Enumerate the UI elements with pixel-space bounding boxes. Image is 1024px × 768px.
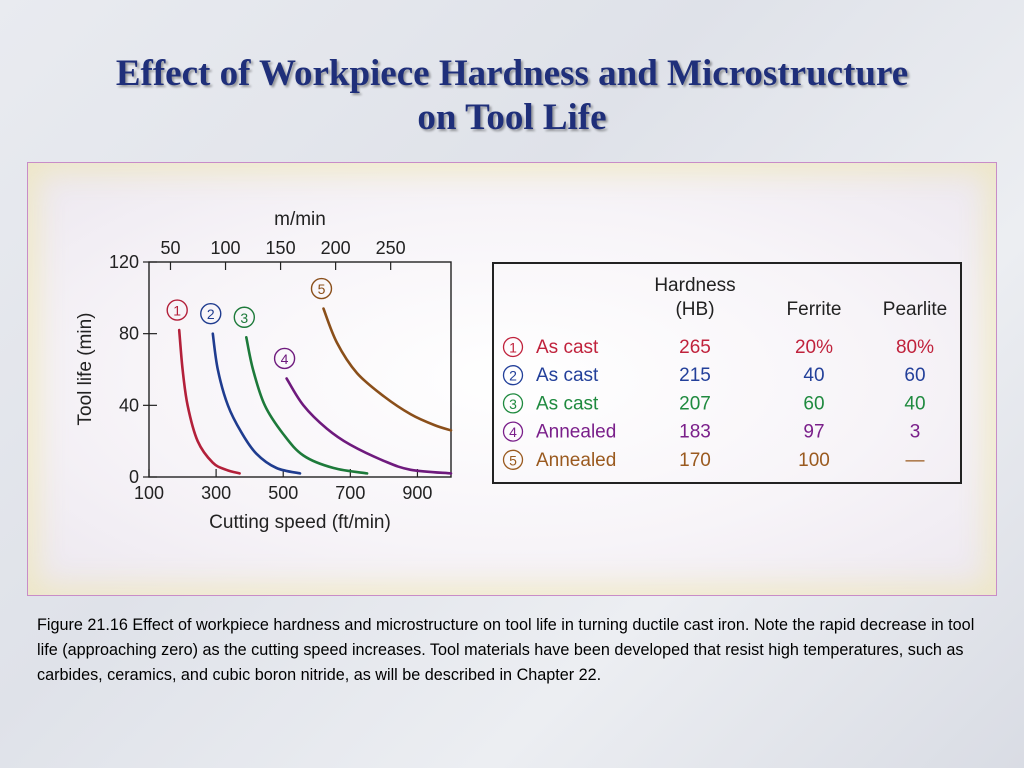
series-marker-circle-2: [200, 302, 222, 325]
series-marker-circle-4: [273, 347, 296, 370]
row-number: 2: [509, 368, 517, 384]
row-number-circle: [502, 421, 524, 442]
row-number-circle: [502, 449, 524, 470]
x-tick-label: 100: [134, 483, 164, 503]
series-marker-circle-5: [310, 277, 333, 300]
figure-caption: Figure 21.16 Effect of workpiece hardnes…: [37, 616, 975, 684]
series-curve-5: [322, 307, 453, 432]
plot-frame: [148, 261, 452, 478]
row-pearlite: 80%: [896, 337, 934, 358]
row-condition: As cast: [536, 337, 599, 358]
slide-title: Effect of Workpiece Hardness and Microst…: [0, 52, 1024, 140]
row-pearlite: 40: [904, 393, 925, 414]
row-ferrite: 60: [803, 393, 824, 414]
row-hardness: 170: [679, 450, 711, 471]
y-tick-label: 0: [129, 467, 139, 487]
series-marker-label-3: 3: [240, 310, 248, 326]
header-pearlite: Pearlite: [883, 299, 947, 320]
row-pearlite: 3: [910, 422, 921, 443]
x-axis-top-label: m/min: [274, 209, 326, 230]
row-pearlite: 60: [904, 365, 925, 386]
row-condition: Annealed: [536, 422, 616, 443]
series-marker-label-5: 5: [318, 281, 326, 297]
x-tick-label: 900: [402, 483, 432, 503]
row-condition: As cast: [536, 365, 599, 386]
legend-table-frame: [492, 262, 962, 484]
row-pearlite: —: [906, 450, 925, 471]
series-curve-3: [245, 336, 369, 475]
row-number-circle: [502, 365, 524, 386]
y-tick-label: 80: [119, 324, 139, 344]
y-tick-label: 40: [119, 395, 139, 415]
title-line-2: on Tool Life: [417, 97, 607, 138]
row-hardness: 183: [679, 422, 711, 443]
series-marker-label-2: 2: [207, 306, 215, 322]
series-marker-circle-1: [166, 299, 188, 321]
series-curve-1: [177, 328, 241, 475]
x-tick-label: 300: [201, 483, 231, 503]
x-top-tick-label: 100: [211, 238, 241, 258]
x-top-tick-label: 150: [266, 238, 296, 258]
x-tick-label: 500: [268, 483, 298, 503]
row-number: 5: [509, 452, 517, 468]
series-marker-label-4: 4: [281, 351, 289, 367]
x-top-tick-label: 200: [321, 238, 351, 258]
row-condition: Annealed: [536, 450, 616, 471]
x-tick-label: 700: [335, 483, 365, 503]
row-ferrite: 97: [803, 422, 824, 443]
row-number-circle: [502, 393, 524, 414]
x-top-tick-label: 50: [160, 238, 180, 258]
row-ferrite: 100: [798, 450, 830, 471]
title-line-1: Effect of Workpiece Hardness and Microst…: [115, 53, 909, 94]
row-ferrite: 40: [803, 365, 824, 386]
row-hardness: 215: [679, 365, 711, 386]
x-axis-label: Cutting speed (ft/min): [209, 512, 391, 533]
x-top-tick-label: 250: [376, 238, 406, 258]
row-number: 1: [509, 340, 517, 356]
row-number-circle: [502, 336, 524, 358]
series-marker-circle-3: [233, 306, 256, 328]
tool-life-chart: 100 300 500 700 900 50 100 150 200 250 0 40 80 120 Cut…: [75, 209, 962, 533]
header-hardness-unit: (HB): [675, 299, 714, 320]
y-axis-label: Tool life (min): [75, 313, 96, 426]
row-hardness: 207: [679, 393, 711, 414]
figure-panel: 100 300 500 700 900 50 100 150 200 250 0 40 80 120 Cut…: [27, 162, 997, 596]
header-hardness: Hardness: [654, 275, 735, 296]
series-curve-4: [285, 377, 453, 475]
series-curve-2: [211, 332, 302, 475]
y-tick-label: 120: [109, 252, 139, 272]
series-marker-label-1: 1: [173, 303, 181, 319]
header-ferrite: Ferrite: [787, 299, 842, 320]
row-ferrite: 20%: [795, 337, 833, 358]
row-hardness: 265: [679, 337, 711, 358]
row-number: 3: [509, 396, 517, 412]
row-number: 4: [509, 424, 517, 440]
row-condition: As cast: [536, 393, 599, 414]
